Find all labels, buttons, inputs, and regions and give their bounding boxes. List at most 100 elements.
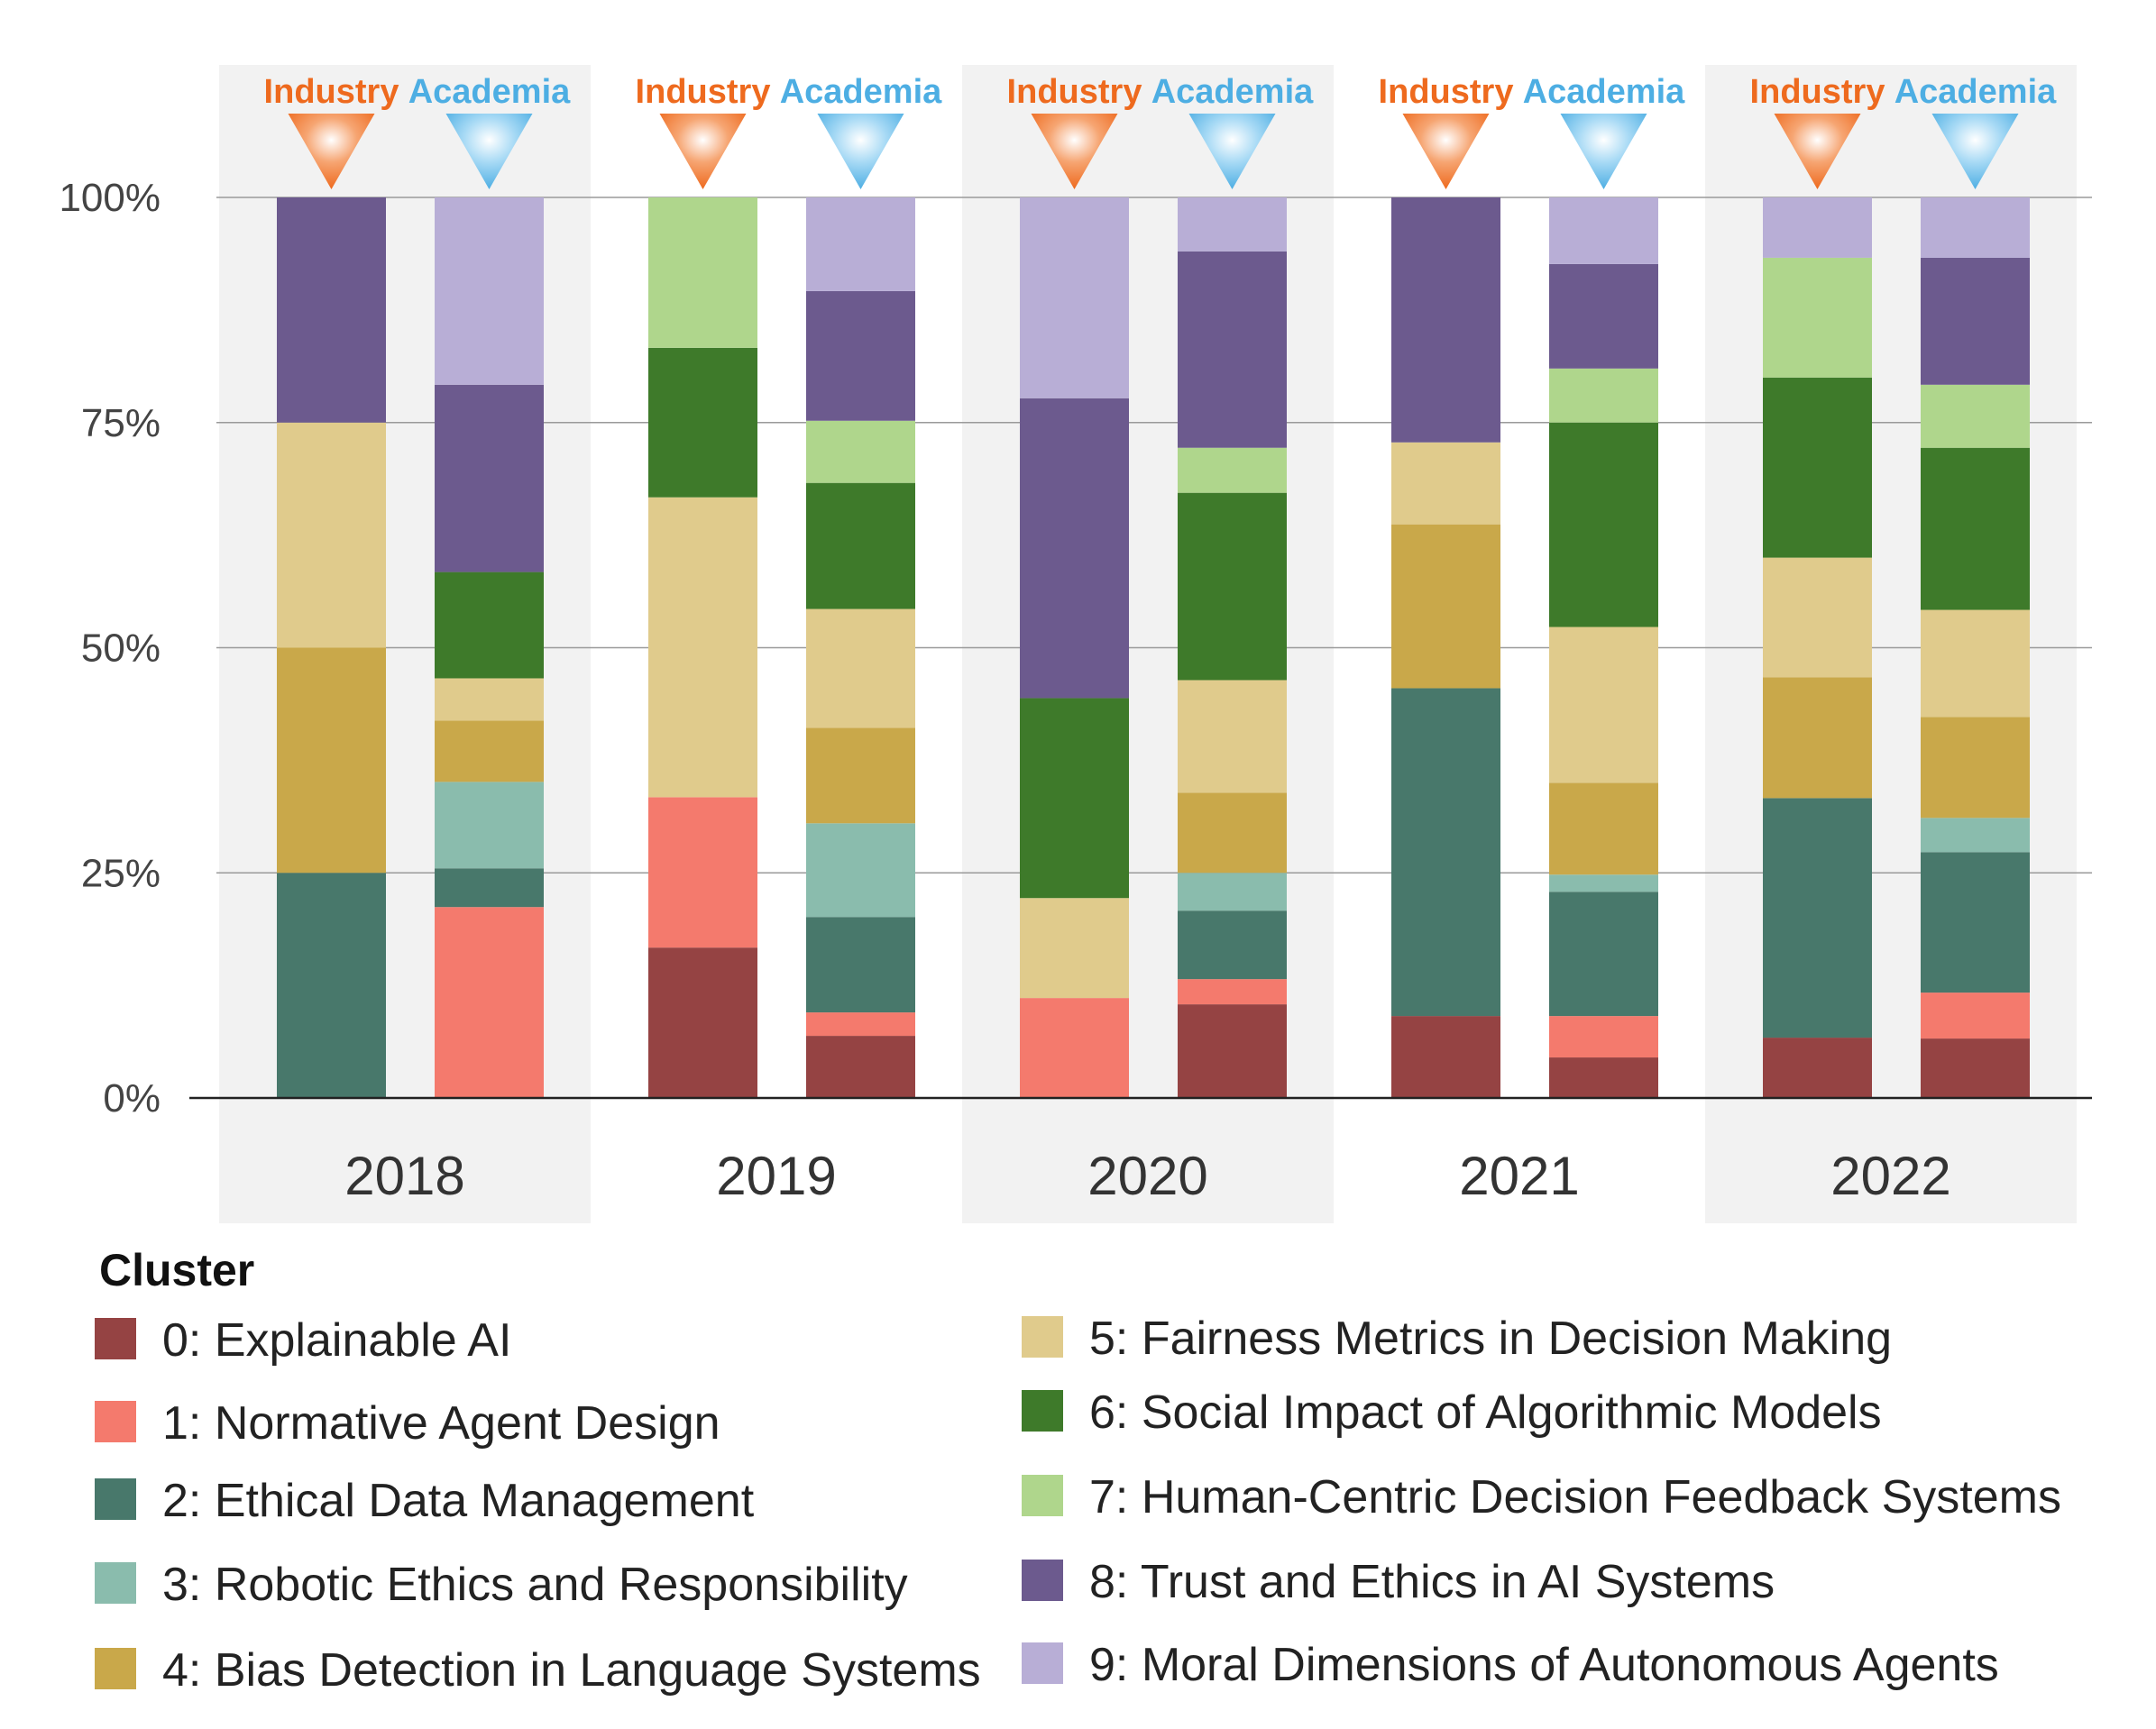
legend-swatch-cluster-0 [95, 1318, 136, 1359]
bar-segment-2019-academia-cluster-3 [806, 823, 915, 918]
x-tick-label-2018: 2018 [344, 1146, 464, 1206]
x-tick-label-2020: 2020 [1087, 1146, 1207, 1206]
bar-segment-2020-academia-cluster-9 [1178, 197, 1287, 252]
bar-segment-2019-industry-cluster-5 [648, 497, 757, 798]
bar-segment-2020-industry-cluster-1 [1020, 998, 1129, 1098]
bar-segment-2018-academia-cluster-6 [435, 572, 544, 679]
bar-segment-2019-academia-cluster-5 [806, 608, 915, 728]
bar-segment-2020-industry-cluster-5 [1020, 898, 1129, 999]
x-tick-label-2022: 2022 [1830, 1146, 1950, 1206]
legend-swatch-cluster-9 [1022, 1642, 1063, 1684]
academia-group-label: Academia [1151, 73, 1314, 111]
bar-segment-2022-industry-cluster-2 [1763, 798, 1872, 1038]
academia-group-label: Academia [1523, 73, 1685, 111]
bar-segment-2020-academia-cluster-8 [1178, 251, 1287, 448]
bar-segment-2021-industry-cluster-0 [1391, 1016, 1500, 1098]
bar-segment-2019-academia-cluster-7 [806, 420, 915, 483]
bar-segment-2019-industry-cluster-6 [648, 347, 757, 498]
bar-segment-2022-industry-cluster-9 [1763, 197, 1872, 258]
legend-title: Cluster [99, 1245, 254, 1295]
bar-segment-2020-academia-cluster-5 [1178, 680, 1287, 793]
bar-segment-2018-academia-cluster-9 [435, 197, 544, 385]
bar-segment-2022-academia-cluster-2 [1921, 852, 2030, 993]
industry-group-label: Industry [1750, 73, 1885, 111]
bar-segment-2022-academia-cluster-9 [1921, 197, 2030, 258]
bar-segment-2021-academia-cluster-0 [1549, 1057, 1658, 1098]
legend-label-cluster-6: 6: Social Impact of Algorithmic Models [1089, 1386, 1882, 1439]
bar-segment-2018-academia-cluster-8 [435, 384, 544, 572]
bar-segment-2020-academia-cluster-4 [1178, 792, 1287, 874]
bar-segment-2019-academia-cluster-2 [806, 917, 915, 1013]
bar-segment-2020-industry-cluster-6 [1020, 698, 1129, 899]
bar-segment-2021-academia-cluster-2 [1549, 892, 1658, 1017]
academia-marker-icon [445, 114, 533, 189]
bar-segment-2021-academia-cluster-1 [1549, 1016, 1658, 1058]
bar-segment-2021-academia-cluster-3 [1549, 874, 1658, 892]
legend-label-cluster-3: 3: Robotic Ethics and Responsibility [162, 1559, 908, 1611]
industry-marker-icon [1402, 114, 1490, 189]
bar-segment-2021-industry-cluster-4 [1391, 524, 1500, 689]
bar-segment-2020-academia-cluster-6 [1178, 492, 1287, 681]
legend-label-cluster-7: 7: Human-Centric Decision Feedback Syste… [1089, 1471, 2061, 1523]
legend-swatch-cluster-5 [1022, 1316, 1063, 1358]
bar-segment-2021-academia-cluster-9 [1549, 197, 1658, 264]
industry-marker-icon [1031, 114, 1118, 189]
legend-label-cluster-5: 5: Fairness Metrics in Decision Making [1089, 1313, 1892, 1365]
industry-group-label: Industry [1379, 73, 1514, 111]
bar-segment-2022-industry-cluster-5 [1763, 557, 1872, 678]
x-tick-label-2021: 2021 [1459, 1146, 1579, 1206]
bar-segment-2020-academia-cluster-0 [1178, 1004, 1287, 1098]
bar-segment-2022-academia-cluster-8 [1921, 257, 2030, 385]
legend-label-cluster-0: 0: Explainable AI [162, 1314, 511, 1367]
bar-segment-2018-industry-cluster-8 [277, 197, 386, 423]
academia-group-label: Academia [408, 73, 571, 111]
bar-segment-2022-academia-cluster-7 [1921, 384, 2030, 448]
bar-segment-2019-industry-cluster-7 [648, 197, 757, 348]
bar-segment-2022-industry-cluster-4 [1763, 677, 1872, 799]
legend-label-cluster-1: 1: Normative Agent Design [162, 1397, 720, 1450]
bar-segment-2018-academia-cluster-2 [435, 868, 544, 908]
bar-segment-2019-academia-cluster-1 [806, 1012, 915, 1037]
bar-segment-2019-academia-cluster-6 [806, 482, 915, 609]
bar-segment-2022-industry-cluster-0 [1763, 1038, 1872, 1098]
bar-segment-2021-academia-cluster-5 [1549, 627, 1658, 783]
academia-group-label: Academia [1895, 73, 2057, 111]
academia-marker-icon [1931, 114, 2019, 189]
bar-segment-2022-academia-cluster-5 [1921, 609, 2030, 718]
industry-marker-icon [1774, 114, 1861, 189]
bar-segment-2022-academia-cluster-1 [1921, 993, 2030, 1039]
legend-swatch-cluster-4 [95, 1648, 136, 1689]
bar-segment-2021-academia-cluster-8 [1549, 263, 1658, 369]
academia-marker-icon [1560, 114, 1647, 189]
y-tick-label: 0% [103, 1076, 161, 1121]
bar-segment-2022-academia-cluster-4 [1921, 717, 2030, 819]
x-tick-label-2019: 2019 [716, 1146, 836, 1206]
legend-swatch-cluster-2 [95, 1478, 136, 1520]
industry-group-label: Industry [636, 73, 771, 111]
bar-segment-2021-academia-cluster-7 [1549, 368, 1658, 423]
bar-segment-2018-industry-cluster-5 [277, 422, 386, 648]
bar-segment-2018-industry-cluster-2 [277, 873, 386, 1098]
academia-marker-icon [1188, 114, 1276, 189]
bar-segment-2020-industry-cluster-9 [1020, 197, 1129, 398]
legend-swatch-cluster-1 [95, 1401, 136, 1442]
legend-swatch-cluster-8 [1022, 1560, 1063, 1601]
bar-segment-2022-industry-cluster-7 [1763, 257, 1872, 378]
bar-segment-2019-academia-cluster-4 [806, 727, 915, 824]
bar-segment-2021-academia-cluster-4 [1549, 782, 1658, 875]
industry-marker-icon [288, 114, 375, 189]
bar-segment-2019-industry-cluster-1 [648, 797, 757, 948]
bar-segment-2020-academia-cluster-1 [1178, 979, 1287, 1005]
academia-marker-icon [817, 114, 904, 189]
legend-label-cluster-9: 9: Moral Dimensions of Autonomous Agents [1089, 1639, 1999, 1691]
bar-segment-2018-academia-cluster-5 [435, 678, 544, 721]
bar-segment-2022-academia-cluster-6 [1921, 447, 2030, 610]
bar-segment-2019-industry-cluster-0 [648, 947, 757, 1098]
bar-segment-2022-academia-cluster-0 [1921, 1038, 2030, 1098]
industry-group-label: Industry [264, 73, 399, 111]
bar-segment-2019-academia-cluster-9 [806, 197, 915, 291]
y-tick-label: 75% [81, 401, 161, 445]
legend-swatch-cluster-7 [1022, 1475, 1063, 1516]
